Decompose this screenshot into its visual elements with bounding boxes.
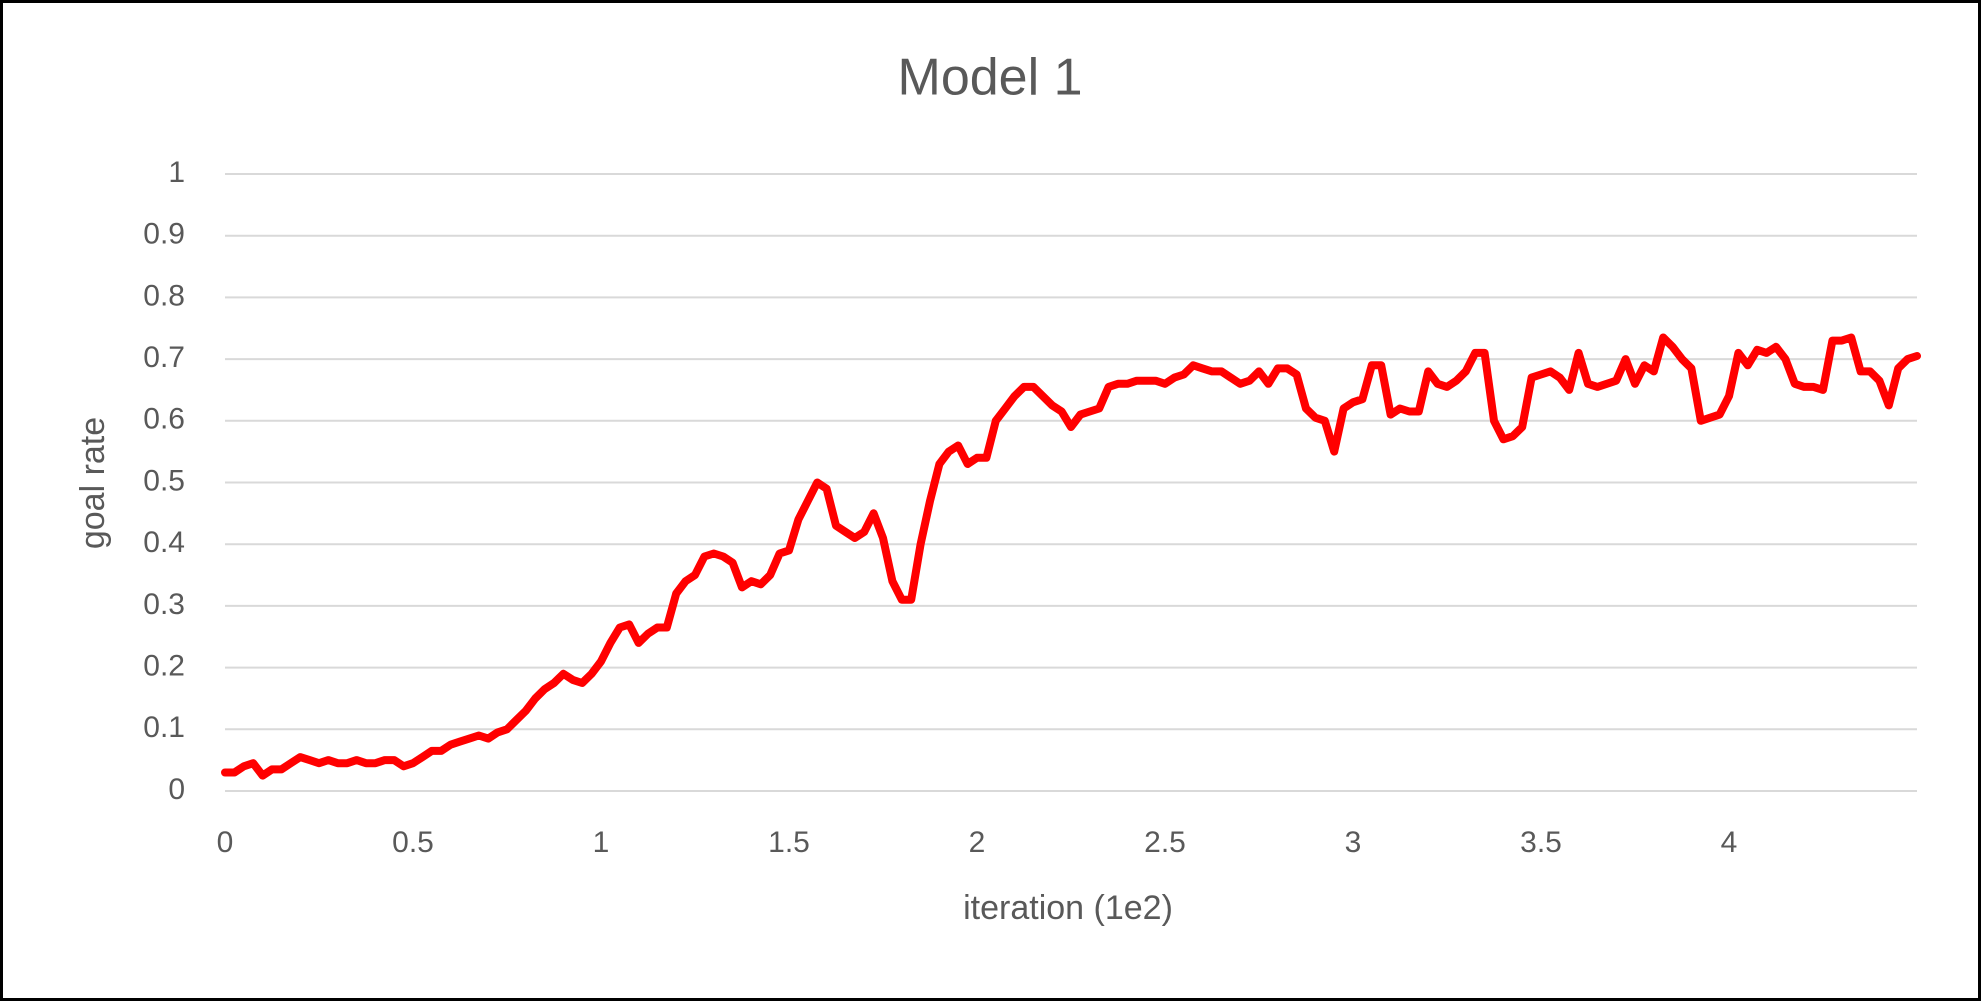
x-tick-label: 2 [969,826,986,859]
x-tick-label: 1.5 [768,826,810,859]
chart-title: Model 1 [898,49,1083,107]
x-tick-label: 3.5 [1520,826,1562,859]
x-tick-label: 3 [1345,826,1362,859]
y-tick-label: 0.8 [143,279,185,312]
y-tick-label: 1 [168,156,185,189]
y-tick-label: 0.7 [143,341,185,374]
x-tick-label: 0.5 [392,826,434,859]
y-tick-label: 0.6 [143,403,185,436]
x-tick-label: 2.5 [1144,826,1186,859]
y-tick-label: 0.5 [143,464,185,497]
x-tick-label: 0 [217,826,234,859]
y-tick-label: 0.1 [143,711,185,744]
data-line [221,333,1921,780]
y-tick-label: 0.3 [143,588,185,621]
y-tick-label: 0 [168,773,185,806]
y-tick-label: 0.9 [143,218,185,251]
x-tick-label: 1 [593,826,610,859]
y-tick-label: 0.2 [143,650,185,683]
y-tick-label: 0.4 [143,526,185,559]
y-axis-title: goal rate [74,417,112,549]
x-axis-title: iteration (1e2) [963,889,1173,927]
x-tick-label: 4 [1721,826,1738,859]
